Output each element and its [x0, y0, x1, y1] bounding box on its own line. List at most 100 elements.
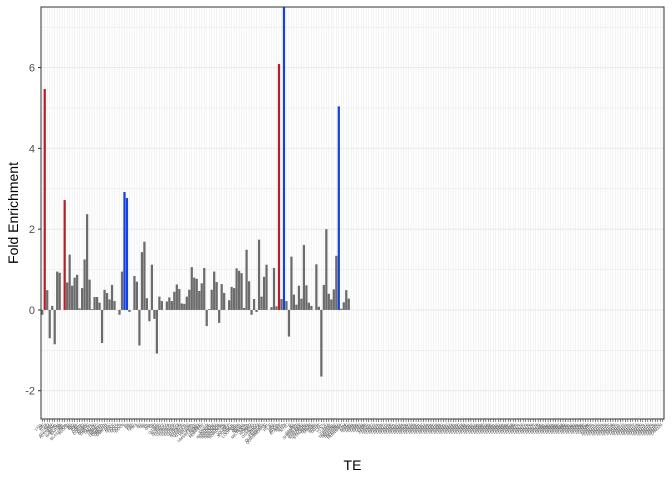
x-tick-label: G3 [138, 422, 146, 430]
bar-TARTB [317, 306, 320, 310]
bar-TC1 [322, 284, 325, 310]
bar-HOPPER [200, 283, 203, 310]
bar-TC1_2 [325, 229, 328, 310]
bar-DIVER [85, 214, 89, 310]
bar-HOBO [198, 290, 201, 310]
bar-JOCKEY2 [230, 286, 233, 310]
x-tick-label: G [134, 422, 140, 428]
bar-FB [128, 309, 131, 312]
x-tick-label: FB [123, 422, 130, 429]
x-tick-label: FW3 [128, 422, 138, 432]
x-tick-label: DOC [103, 422, 113, 432]
bar-MDG3 [242, 307, 246, 310]
x-tick-label: G5 [143, 422, 151, 430]
bar-GYPSY10 [183, 303, 186, 310]
bar-GYPSY8 [178, 288, 181, 310]
bar-G6 [153, 309, 156, 319]
x-tick-label: HETA [184, 422, 195, 433]
bar-GYPSY7 [175, 284, 178, 310]
bar-MAX [237, 270, 241, 310]
bar-QUASIMODO2 [265, 264, 268, 310]
bar-DMCR1A [100, 309, 104, 344]
bar-OPUS [252, 299, 256, 310]
bar-BEL [63, 200, 66, 310]
x-tick-label: G5A [143, 422, 152, 431]
x-tick-label: S2 [288, 422, 296, 430]
x-tick-label: I [203, 422, 207, 426]
x-tick-label: BS3 [66, 422, 75, 431]
x-tick-label: 1731 [33, 422, 43, 432]
bar-DOC2 [113, 301, 116, 310]
bar-R2 [272, 267, 276, 310]
bar-RT1B [285, 301, 288, 310]
bar-F [125, 198, 129, 310]
x-tick-label: R1_2 [262, 422, 273, 433]
x-tick-label: BEL [56, 422, 65, 431]
bar-BS3 [73, 277, 76, 310]
x-tick-label: 297 [37, 422, 46, 431]
bar-BARI1 [56, 271, 59, 310]
bar-HETA [193, 277, 196, 310]
x-tick-label: ZAM7 [351, 422, 363, 434]
bar-STALKER [300, 298, 303, 310]
bar-G5 [148, 309, 151, 322]
bar-BLASTOPIA [66, 282, 69, 310]
bar-TIRANT [330, 299, 333, 310]
bar-297 [43, 88, 46, 310]
bar-ZAM2 [347, 298, 350, 310]
bar-S2 [292, 294, 296, 310]
x-tick-label: ZAM3 [341, 422, 353, 434]
x-tick-label: R2 [268, 422, 276, 430]
x-tick-label: DOC2 [104, 422, 116, 434]
bar-ROO [275, 306, 278, 310]
y-tick-label: 4 [29, 143, 35, 155]
bar-JOCKEY [228, 300, 231, 310]
x-tick-label: DOC6 [114, 422, 126, 434]
bar-GYPSY3 [165, 301, 168, 310]
bar-HELENA [190, 267, 193, 310]
bar-R1_2 [270, 307, 273, 310]
bar-INVADER6 [223, 292, 226, 310]
x-tick-label: R1 [263, 422, 271, 430]
bar-IDEFIX [208, 309, 211, 310]
bar-STALKER3 [305, 285, 308, 310]
bar-COPIA2 [83, 259, 86, 310]
bar-DM412 [98, 302, 101, 310]
bar-SPRINGER [297, 285, 301, 310]
panel-border [40, 6, 665, 420]
x-tick-label: G6 [148, 422, 156, 430]
bar-INVADER3 [215, 282, 218, 310]
x-tick-label: 412 [42, 422, 51, 431]
bar-BS4 [76, 274, 79, 310]
bar-DOC [110, 284, 114, 310]
bar-S [290, 256, 293, 310]
y-axis: -2 0 2 4 6 [25, 63, 41, 398]
bar-MDG1 [240, 273, 243, 310]
x-tick-label: TC3 [321, 422, 330, 431]
x-tick-label: DOC4 [109, 422, 121, 434]
bar-G4 [145, 298, 149, 310]
bar-DOC6 [123, 191, 126, 310]
bar-DOC5 [120, 271, 124, 310]
bar-TRANSIB2 [335, 255, 338, 310]
x-axis: 17312973S18412ACCORDACCORD2BARI1BARI_DMB… [33, 419, 664, 445]
bar-INVADER4 [218, 309, 221, 323]
bar-BLOOD [68, 254, 71, 310]
x-tick-label: TC1 [316, 422, 325, 431]
x-tick-label: ROO [267, 422, 277, 432]
bar-ROVER [280, 299, 283, 310]
x-tick-label: HOBO [188, 422, 200, 434]
bar-G5A [150, 264, 154, 310]
bar-HOPPER2 [203, 267, 206, 310]
bar-STALKER2 [302, 244, 306, 310]
bar-LINEJ1 [233, 288, 236, 310]
bar-INVADER1 [210, 289, 213, 310]
x-tick-label: G7 [150, 422, 158, 430]
bar-DMRT1A [103, 289, 106, 310]
y-axis-title: Fold Enrichment [5, 162, 21, 264]
bar-I [205, 309, 208, 327]
bar-TRANSPAC [342, 302, 345, 310]
x-tick-label: RT1C [279, 422, 290, 433]
x-tick-label: OPUS [243, 422, 255, 434]
